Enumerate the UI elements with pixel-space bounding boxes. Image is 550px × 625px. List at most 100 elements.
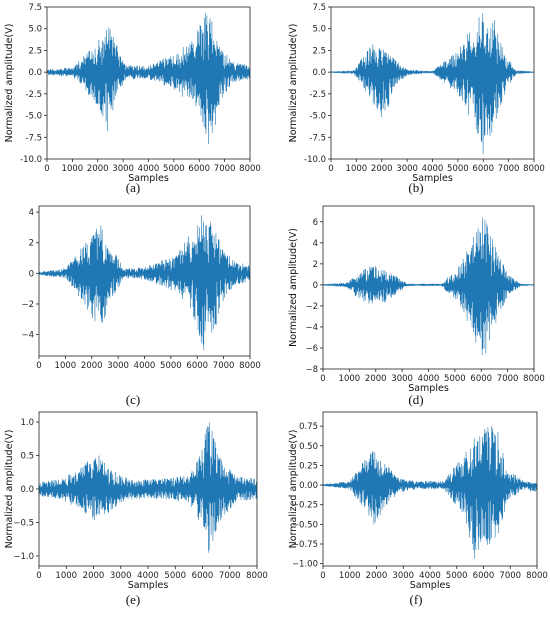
panel-caption: (b): [408, 180, 423, 195]
x-tick-label: 5000: [447, 164, 469, 174]
y-tick-label: 2.5: [28, 46, 42, 56]
y-tick-label: 2: [313, 260, 318, 270]
y-tick-label: -5.0: [309, 112, 326, 122]
x-tick-label: 6000: [472, 164, 494, 174]
panel-3: 0 1000 2000 3000 4000 5000 6000 7000 8000 −4 −2 0 2 4…: [21, 205, 261, 407]
x-tick-label: 2000: [366, 571, 388, 581]
y-tick-label: 0.25: [299, 461, 318, 471]
x-tick-label: 2000: [83, 571, 105, 581]
x-tick-label: 3000: [392, 571, 414, 581]
x-tick-label: 7000: [214, 164, 236, 174]
y-tick-label: 6: [313, 218, 318, 228]
x-tick-label: 1000: [55, 571, 77, 581]
x-tick-label: 3000: [110, 571, 132, 581]
y-tick-label: 1.0: [20, 418, 34, 428]
y-tick-label: 0: [313, 281, 318, 291]
x-tick-label: 2000: [365, 374, 387, 384]
x-tick-label: 4000: [134, 361, 156, 371]
x-tick-label: 2000: [87, 164, 109, 174]
x-tick-label: 1000: [339, 571, 361, 581]
signal-line: [39, 422, 257, 553]
x-tick-label: 5000: [164, 571, 186, 581]
x-tick-label: 7000: [213, 361, 235, 371]
x-tick-label: 6000: [473, 571, 495, 581]
x-tick-label: 2000: [81, 361, 103, 371]
y-tick-label: 0.0: [20, 485, 34, 495]
y-tick-label: 0.5: [20, 452, 34, 462]
y-tick-label: 0.0: [28, 68, 42, 78]
y-tick-label: 2.5: [312, 46, 326, 56]
x-tick-label: 5000: [446, 571, 468, 581]
x-tick-label: 0: [320, 374, 325, 384]
y-tick-label: 5.0: [312, 25, 326, 35]
panel-2: 0 1000 2000 3000 4000 5000 6000 7000 8000 -10.0 -7…: [288, 3, 545, 195]
signal-line: [323, 217, 534, 355]
x-tick-label: 4000: [422, 164, 444, 174]
x-tick-label: 7000: [498, 164, 520, 174]
y-tick-label: −4: [21, 331, 34, 341]
y-tick-label: 4: [29, 208, 34, 218]
y-axis-label: Normalized amplitude(V): [288, 24, 299, 143]
y-tick-label: −8: [305, 365, 318, 375]
x-tick-label: 7000: [497, 374, 519, 384]
x-tick-label: 6000: [186, 361, 208, 371]
x-tick-label: 4000: [418, 374, 440, 384]
y-tick-label: 0.00: [299, 481, 318, 491]
x-tick-label: 4000: [138, 164, 160, 174]
y-tick-label: −2: [21, 300, 34, 310]
x-tick-label: 5000: [160, 361, 182, 371]
x-tick-label: 8000: [523, 374, 545, 384]
y-tick-label: -5.0: [25, 112, 42, 122]
y-tick-label: −0.75: [292, 540, 318, 550]
x-tick-label: 8000: [526, 571, 548, 581]
x-tick-label: 8000: [239, 164, 261, 174]
x-tick-label: 3000: [107, 361, 129, 371]
x-axis-label: Samples: [128, 173, 169, 184]
y-tick-label: 0.0: [312, 68, 326, 78]
x-axis-label: Samples: [410, 580, 451, 591]
x-tick-label: 0: [328, 164, 333, 174]
x-tick-label: 1000: [339, 374, 361, 384]
signal-line: [39, 215, 250, 351]
panel-caption: (e): [126, 592, 140, 607]
y-tick-label: −6: [305, 344, 318, 354]
y-tick-label: 0.50: [299, 442, 318, 452]
panel-6: 0 1000 2000 3000 4000 5000 6000 7000 8000 −1.00 −0…: [288, 411, 548, 607]
y-tick-label: 0: [29, 269, 34, 279]
x-tick-label: 0: [36, 571, 41, 581]
y-tick-label: 5.0: [28, 25, 42, 35]
y-tick-label: −4: [305, 323, 318, 333]
x-tick-label: 1000: [346, 164, 368, 174]
signal-line: [331, 12, 534, 155]
y-tick-label: −0.50: [292, 520, 318, 530]
x-tick-label: 6000: [188, 164, 210, 174]
x-tick-label: 3000: [391, 374, 413, 384]
x-tick-label: 0: [36, 361, 41, 371]
x-tick-label: 4000: [137, 571, 159, 581]
x-tick-label: 5000: [444, 374, 466, 384]
y-tick-label: −0.5: [13, 518, 34, 528]
x-tick-label: 6000: [192, 571, 214, 581]
x-tick-label: 8000: [239, 361, 261, 371]
x-tick-label: 6000: [470, 374, 492, 384]
y-axis-label: Normalized amplitude(V): [4, 430, 15, 549]
y-tick-label: −0.25: [292, 501, 318, 511]
signal-line: [47, 13, 250, 145]
panel-caption: (a): [126, 180, 140, 195]
panel-caption: (c): [126, 392, 140, 407]
y-tick-label: -10.0: [304, 155, 326, 165]
y-axis-label: Normalized amplitude(V): [288, 228, 299, 347]
y-axis-label: Normalized amplitude(V): [288, 430, 299, 549]
x-tick-label: 0: [44, 164, 49, 174]
panel-caption: (f): [410, 592, 423, 607]
y-tick-label: -2.5: [309, 90, 326, 100]
x-axis-label: Samples: [408, 383, 449, 394]
x-axis-label: Samples: [128, 580, 169, 591]
y-tick-label: 2: [29, 239, 34, 249]
y-tick-label: −1.00: [292, 560, 318, 570]
x-tick-label: 1000: [62, 164, 84, 174]
x-tick-label: 8000: [523, 164, 545, 174]
panel-1: 0 1000 2000 3000 4000 5000 6000 7000 8000 -10.0 -7…: [4, 3, 261, 195]
panel-caption: (d): [408, 392, 423, 407]
